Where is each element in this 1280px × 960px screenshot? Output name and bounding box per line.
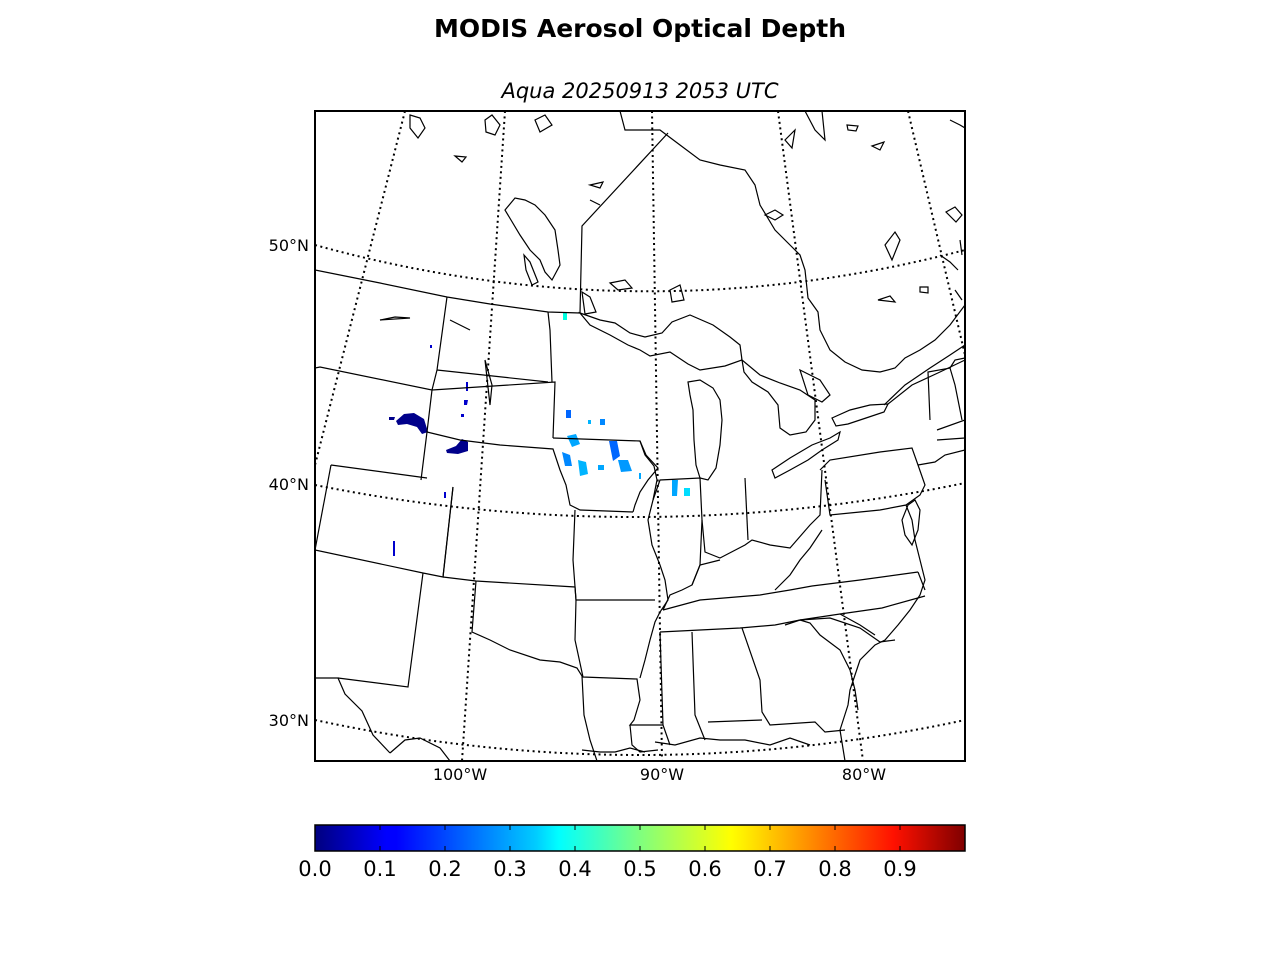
colorbar-tick-label: 0.4 xyxy=(558,857,591,881)
colorbar: 0.0 0.1 0.2 0.3 0.4 0.5 0.6 0.7 0.8 0.9 xyxy=(298,824,966,881)
colorbar-tick-label: 0.1 xyxy=(363,857,396,881)
colorbar-tick-label: 0.7 xyxy=(753,857,786,881)
aerosol-data xyxy=(389,313,690,556)
lon-label-90w: 90°W xyxy=(640,765,684,784)
colorbar-tick-label: 0.2 xyxy=(428,857,461,881)
lon-label-80w: 80°W xyxy=(842,765,886,784)
map-frame xyxy=(314,110,966,762)
colorbar-tick-label: 0.8 xyxy=(818,857,851,881)
colorbar-tick-label: 0.6 xyxy=(688,857,721,881)
colorbar-tick-label: 0.3 xyxy=(493,857,526,881)
lat-label-30n: 30°N xyxy=(269,711,309,730)
colorbar-ticks xyxy=(379,825,901,851)
graticule xyxy=(315,111,965,761)
figure-title: MODIS Aerosol Optical Depth xyxy=(433,14,846,43)
boundaries xyxy=(315,111,965,761)
colorbar-tick-label: 0.0 xyxy=(298,857,331,881)
colorbar-tick-label: 0.9 xyxy=(883,857,916,881)
map-content xyxy=(315,111,965,761)
figure-subtitle: Aqua 20250913 2053 UTC xyxy=(501,79,779,103)
colorbar-tick-labels: 0.0 0.1 0.2 0.3 0.4 0.5 0.6 0.7 0.8 0.9 xyxy=(298,857,916,881)
lon-label-100w: 100°W xyxy=(433,765,488,784)
colorbar-tick-label: 0.5 xyxy=(623,857,656,881)
lat-label-50n: 50°N xyxy=(269,236,309,255)
lat-label-40n: 40°N xyxy=(269,475,309,494)
